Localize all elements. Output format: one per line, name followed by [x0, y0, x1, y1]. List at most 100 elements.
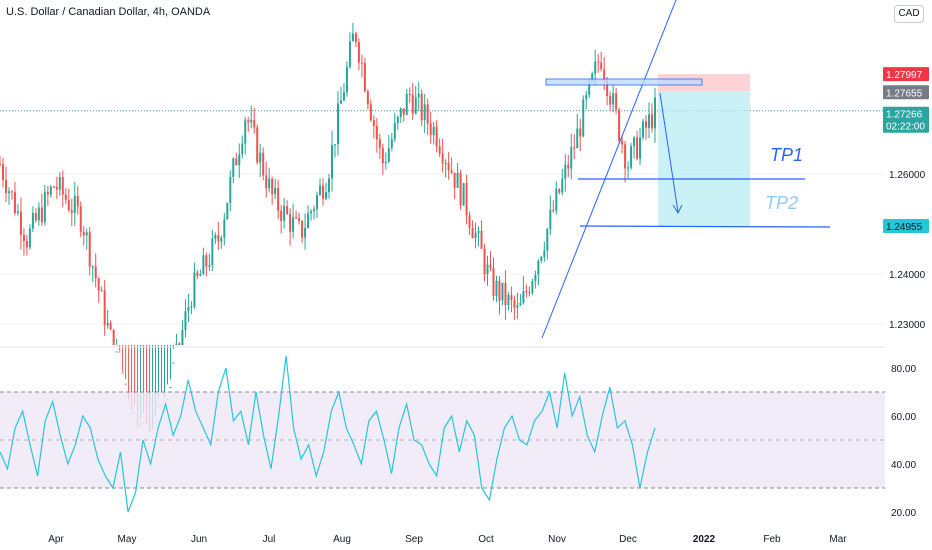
- price-label-countdown: 02:22:00: [886, 122, 925, 133]
- candle-body: [286, 206, 289, 214]
- rsi-pane[interactable]: 20.00 40.00 60.00 80.00: [0, 355, 916, 519]
- candle-body: [226, 202, 229, 220]
- candle-body: [498, 280, 501, 301]
- candle-body: [283, 206, 286, 221]
- candle-body: [390, 139, 393, 148]
- candle-body: [510, 295, 513, 301]
- time-tick-label: Nov: [548, 534, 566, 545]
- drawings[interactable]: TP1 TP2: [0, 0, 885, 339]
- candle-body: [606, 80, 609, 97]
- candle-body: [372, 120, 375, 126]
- candle-body: [244, 120, 247, 144]
- candle-body: [214, 235, 217, 239]
- price-pane[interactable]: TP1 TP2 1.23000 1.24000 1.26000 1.27997 1.276…: [0, 0, 929, 440]
- candle-body: [405, 93, 408, 115]
- time-tick-label: Aug: [333, 534, 351, 545]
- candle-body: [34, 213, 37, 221]
- symbol-title[interactable]: U.S. Dollar / Canadian Dollar, 4h, OANDA: [6, 6, 211, 18]
- candle-body: [118, 351, 121, 353]
- candle-body: [591, 73, 594, 81]
- candle-body: [447, 162, 450, 171]
- candle-body: [333, 144, 336, 146]
- candle-body: [480, 230, 483, 249]
- candle-body: [253, 119, 256, 128]
- price-axis[interactable]: 1.23000 1.24000 1.26000 1.27997 1.27655 1.272…: [883, 67, 929, 331]
- candle-body: [37, 207, 40, 221]
- candle-body: [339, 100, 342, 104]
- candle-body: [88, 232, 91, 267]
- candle-body: [360, 62, 363, 64]
- candle-body: [43, 192, 46, 223]
- candle-body: [235, 158, 238, 166]
- candle-body: [522, 291, 525, 303]
- candle-body: [106, 322, 109, 326]
- candle-body: [94, 266, 97, 279]
- rsi-line: [0, 355, 656, 513]
- candle-body: [22, 235, 25, 242]
- candle-body: [0, 164, 1, 165]
- rsi-tick-label: 80.00: [891, 364, 916, 375]
- candle-body: [540, 256, 543, 261]
- time-tick-label: Jul: [263, 534, 276, 545]
- candle-body: [211, 238, 214, 266]
- candle-body: [525, 291, 528, 293]
- candle-body: [411, 94, 414, 114]
- candle-body: [543, 250, 546, 257]
- time-tick-label: 2022: [693, 534, 716, 545]
- candle-body: [408, 93, 411, 95]
- candle-body: [351, 33, 354, 42]
- candle-body: [624, 144, 627, 169]
- candle-body: [402, 108, 405, 115]
- time-tick-label: Oct: [478, 534, 494, 545]
- candle-body: [256, 127, 259, 163]
- candle-body: [31, 213, 34, 229]
- candle-body: [100, 290, 103, 292]
- candle-body: [573, 147, 576, 149]
- candle-body: [345, 66, 348, 93]
- candle-body: [396, 116, 399, 123]
- candle-body: [193, 272, 196, 307]
- candle-body: [232, 158, 235, 177]
- candle-body: [369, 104, 372, 121]
- candle-body: [73, 195, 76, 213]
- candle-body: [576, 128, 579, 149]
- price-label-value: 1.27997: [886, 70, 923, 81]
- candle-body: [615, 93, 618, 110]
- candle-body: [444, 162, 447, 164]
- candle-body: [229, 176, 232, 203]
- candle-body: [492, 267, 495, 297]
- candle-body: [531, 281, 534, 293]
- time-axis[interactable]: Apr May Jun Jul Aug Sep Oct Nov Dec 2022 Feb Mar: [48, 534, 847, 545]
- candle-body: [393, 122, 396, 140]
- projection-arrow: [659, 93, 679, 213]
- rsi-axis[interactable]: 20.00 40.00 60.00 80.00: [891, 364, 916, 519]
- candle-body: [304, 227, 307, 238]
- candle-body: [28, 228, 31, 248]
- candle-body: [1, 164, 4, 180]
- candle-body: [459, 172, 462, 206]
- currency-badge[interactable]: CAD: [894, 5, 924, 23]
- candle-body: [289, 213, 292, 232]
- candle-body: [85, 232, 88, 236]
- candle-body: [175, 343, 178, 345]
- arrow-head: [672, 204, 683, 215]
- candle-body: [310, 211, 313, 214]
- time-tick-label: Jun: [191, 534, 207, 545]
- candle-body: [247, 120, 250, 123]
- candle-body: [453, 172, 456, 188]
- rsi-tick-label: 20.00: [891, 508, 916, 519]
- candle-body: [366, 91, 369, 105]
- candle-body: [316, 194, 319, 210]
- candle-body: [52, 186, 55, 188]
- candle-body: [435, 126, 438, 147]
- candle-body: [399, 108, 402, 117]
- candle-body: [40, 207, 43, 223]
- candle-body: [438, 146, 441, 154]
- candle-body: [7, 191, 10, 194]
- candle-body: [357, 42, 360, 63]
- candle-body: [271, 178, 274, 195]
- candle-body: [456, 172, 459, 188]
- candle-body: [313, 209, 316, 212]
- candle-body: [468, 215, 471, 228]
